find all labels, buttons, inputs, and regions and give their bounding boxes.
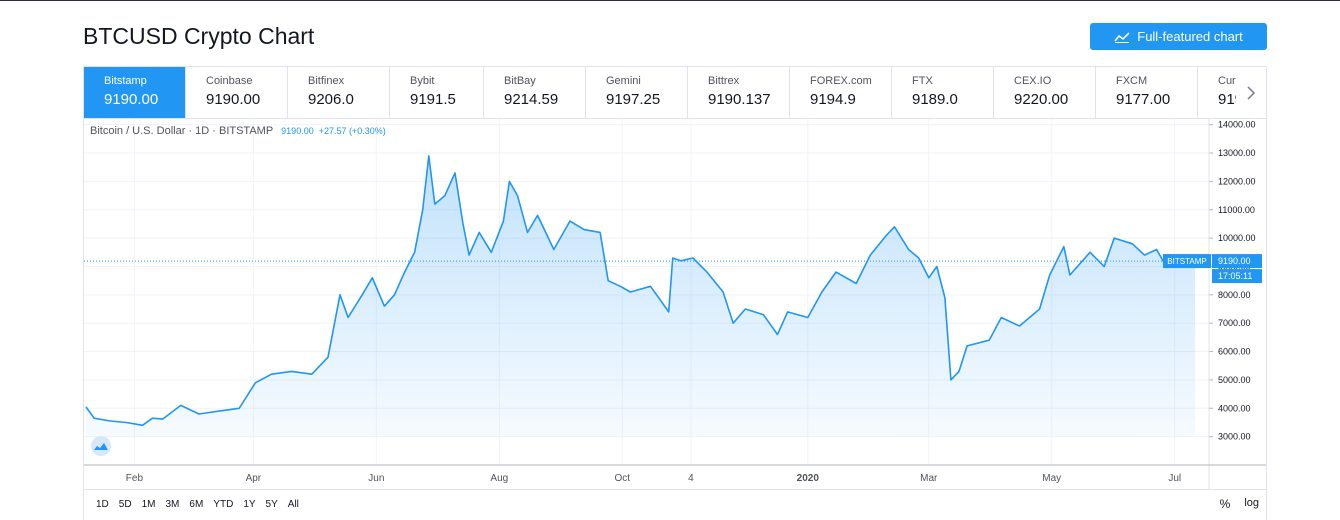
y-tick-label: 6000.00 [1218,347,1251,357]
x-tick-label: Jun [368,473,384,484]
range-button-1m[interactable]: 1M [141,499,156,510]
y-tick-label: 3000.00 [1218,432,1251,442]
exchange-tab-bitstamp[interactable]: Bitstamp 9190.00 [84,67,186,118]
range-button-1d[interactable]: 1D [96,499,109,510]
exchange-name: Bitfinex [308,75,345,87]
exchange-tab-bitfinex[interactable]: Bitfinex 9206.0 [288,67,390,118]
countdown-label: 17:05:11 [1218,271,1252,281]
exchange-price: 9177.00 [1116,91,1171,108]
range-button-all[interactable]: All [287,499,299,510]
scale-buttons: % log [1220,497,1259,511]
exchange-name: Coinbase [206,75,253,87]
price-label-value: 9190.00 [1218,256,1251,266]
y-tick-label: 5000.00 [1218,375,1251,385]
countdown-box [1212,269,1262,284]
exchange-price: 9190.00 [104,91,159,108]
page-title: BTCUSD Crypto Chart [83,23,315,49]
exchange-name: FOREX.com [810,75,872,87]
exchange-tabs: Bitstamp 9190.00 Coinbase 9190.00 Bitfinex 92… [83,66,1267,118]
exchange-tab-bittrex[interactable]: Bittrex 9190.137 [688,67,790,118]
exchange-price: 9190.00 [206,91,261,108]
x-tick-label: Aug [490,473,508,484]
price-label-name-box [1163,254,1211,269]
exchange-tab-fxcm[interactable]: FXCM 9177.00 [1096,67,1198,118]
exchange-price: 9189.0 [912,91,958,108]
exchange-tab-coinbase[interactable]: Coinbase 9190.00 [186,67,288,118]
price-area-fill [86,155,1195,437]
exchange-price: 919 [1218,91,1239,108]
exchange-price: 9214.59 [504,91,559,108]
exchange-tab-bitbay[interactable]: BitBay 9214.59 [484,67,586,118]
x-tick-label: Feb [126,473,144,484]
exchange-name: FXCM [1116,75,1148,87]
y-tick-label: 8000.00 [1218,290,1251,300]
exchange-price: 9194.9 [810,91,856,108]
y-tick-label: 4000.00 [1218,403,1251,413]
range-button-5y[interactable]: 5Y [265,499,278,510]
y-tick-label: 14000.00 [1218,120,1256,130]
x-tick-label: Oct [615,473,631,484]
exchange-tab-ftx[interactable]: FTX 9189.0 [892,67,994,118]
full-featured-chart-label: Full-featured chart [1137,29,1243,44]
exchange-name: Bybit [410,75,435,87]
exchange-price: 9206.0 [308,91,354,108]
legend-symbol: Bitcoin / U.S. Dollar · 1D · BITSTAMP [90,125,274,137]
y-tick-label: 10000.00 [1218,233,1256,243]
time-range-buttons: 1D 5D 1M 3M 6M YTD 1Y 5Y All [91,499,304,510]
range-button-ytd[interactable]: YTD [213,499,234,510]
exchange-price: 9197.25 [606,91,661,108]
x-tick-label: 2020 [797,473,820,484]
x-tick-label: 4 [688,473,694,484]
exchange-tab-cex-io[interactable]: CEX.IO 9220.00 [994,67,1096,118]
log-scale-button[interactable]: log [1244,497,1259,509]
y-tick-label: 11000.00 [1218,205,1255,215]
exchange-tab-bybit[interactable]: Bybit 9191.5 [390,67,484,118]
exchange-tab-gemini[interactable]: Gemini 9197.25 [586,67,688,118]
range-button-3m[interactable]: 3M [165,499,180,510]
chevron-right-icon[interactable] [1236,67,1266,118]
x-tick-label: May [1042,473,1061,484]
exchange-name: CEX.IO [1014,75,1052,87]
tradingview-logo-icon[interactable] [91,436,111,456]
y-tick-label: 7000.00 [1218,318,1251,328]
chart-line-icon [1114,31,1130,43]
legend-change: +27.57 (+0.30%) [318,126,386,136]
legend-last-price: 9190.00 [281,126,314,136]
range-button-5d[interactable]: 5D [118,499,132,510]
y-tick-label: 13000.00 [1218,148,1256,158]
chart-bottom-toolbar: 1D 5D 1M 3M 6M YTD 1Y 5Y All % log [83,489,1267,520]
exchange-tab-forex-com[interactable]: FOREX.com 9194.9 [790,67,892,118]
exchange-name: Bittrex [708,75,740,87]
y-tick-label: 12000.00 [1218,176,1256,186]
exchange-name: BitBay [504,75,536,87]
exchange-name: Gemini [606,75,641,87]
x-tick-label: Apr [246,473,262,484]
exchange-name: Curre [1218,75,1239,87]
exchange-name: FTX [912,75,933,87]
price-series-line [85,155,1183,427]
range-button-6m[interactable]: 6M [189,499,204,510]
exchange-name: Bitstamp [104,75,147,87]
chart-container[interactable] [83,118,1267,520]
price-label-value-box [1212,254,1262,269]
x-tick-label: Jul [1168,473,1181,484]
price-label-name: BITSTAMP [1167,257,1206,266]
chart-legend: Bitcoin / U.S. Dollar · 1D · BITSTAMP 91… [90,125,386,137]
full-featured-chart-button[interactable]: Full-featured chart [1090,23,1267,50]
x-tick-label: Mar [920,473,938,484]
percent-scale-button[interactable]: % [1219,497,1231,511]
range-button-1y[interactable]: 1Y [243,499,256,510]
exchange-price: 9191.5 [410,91,456,108]
exchange-price: 9220.00 [1014,91,1069,108]
exchange-price: 9190.137 [708,91,771,108]
